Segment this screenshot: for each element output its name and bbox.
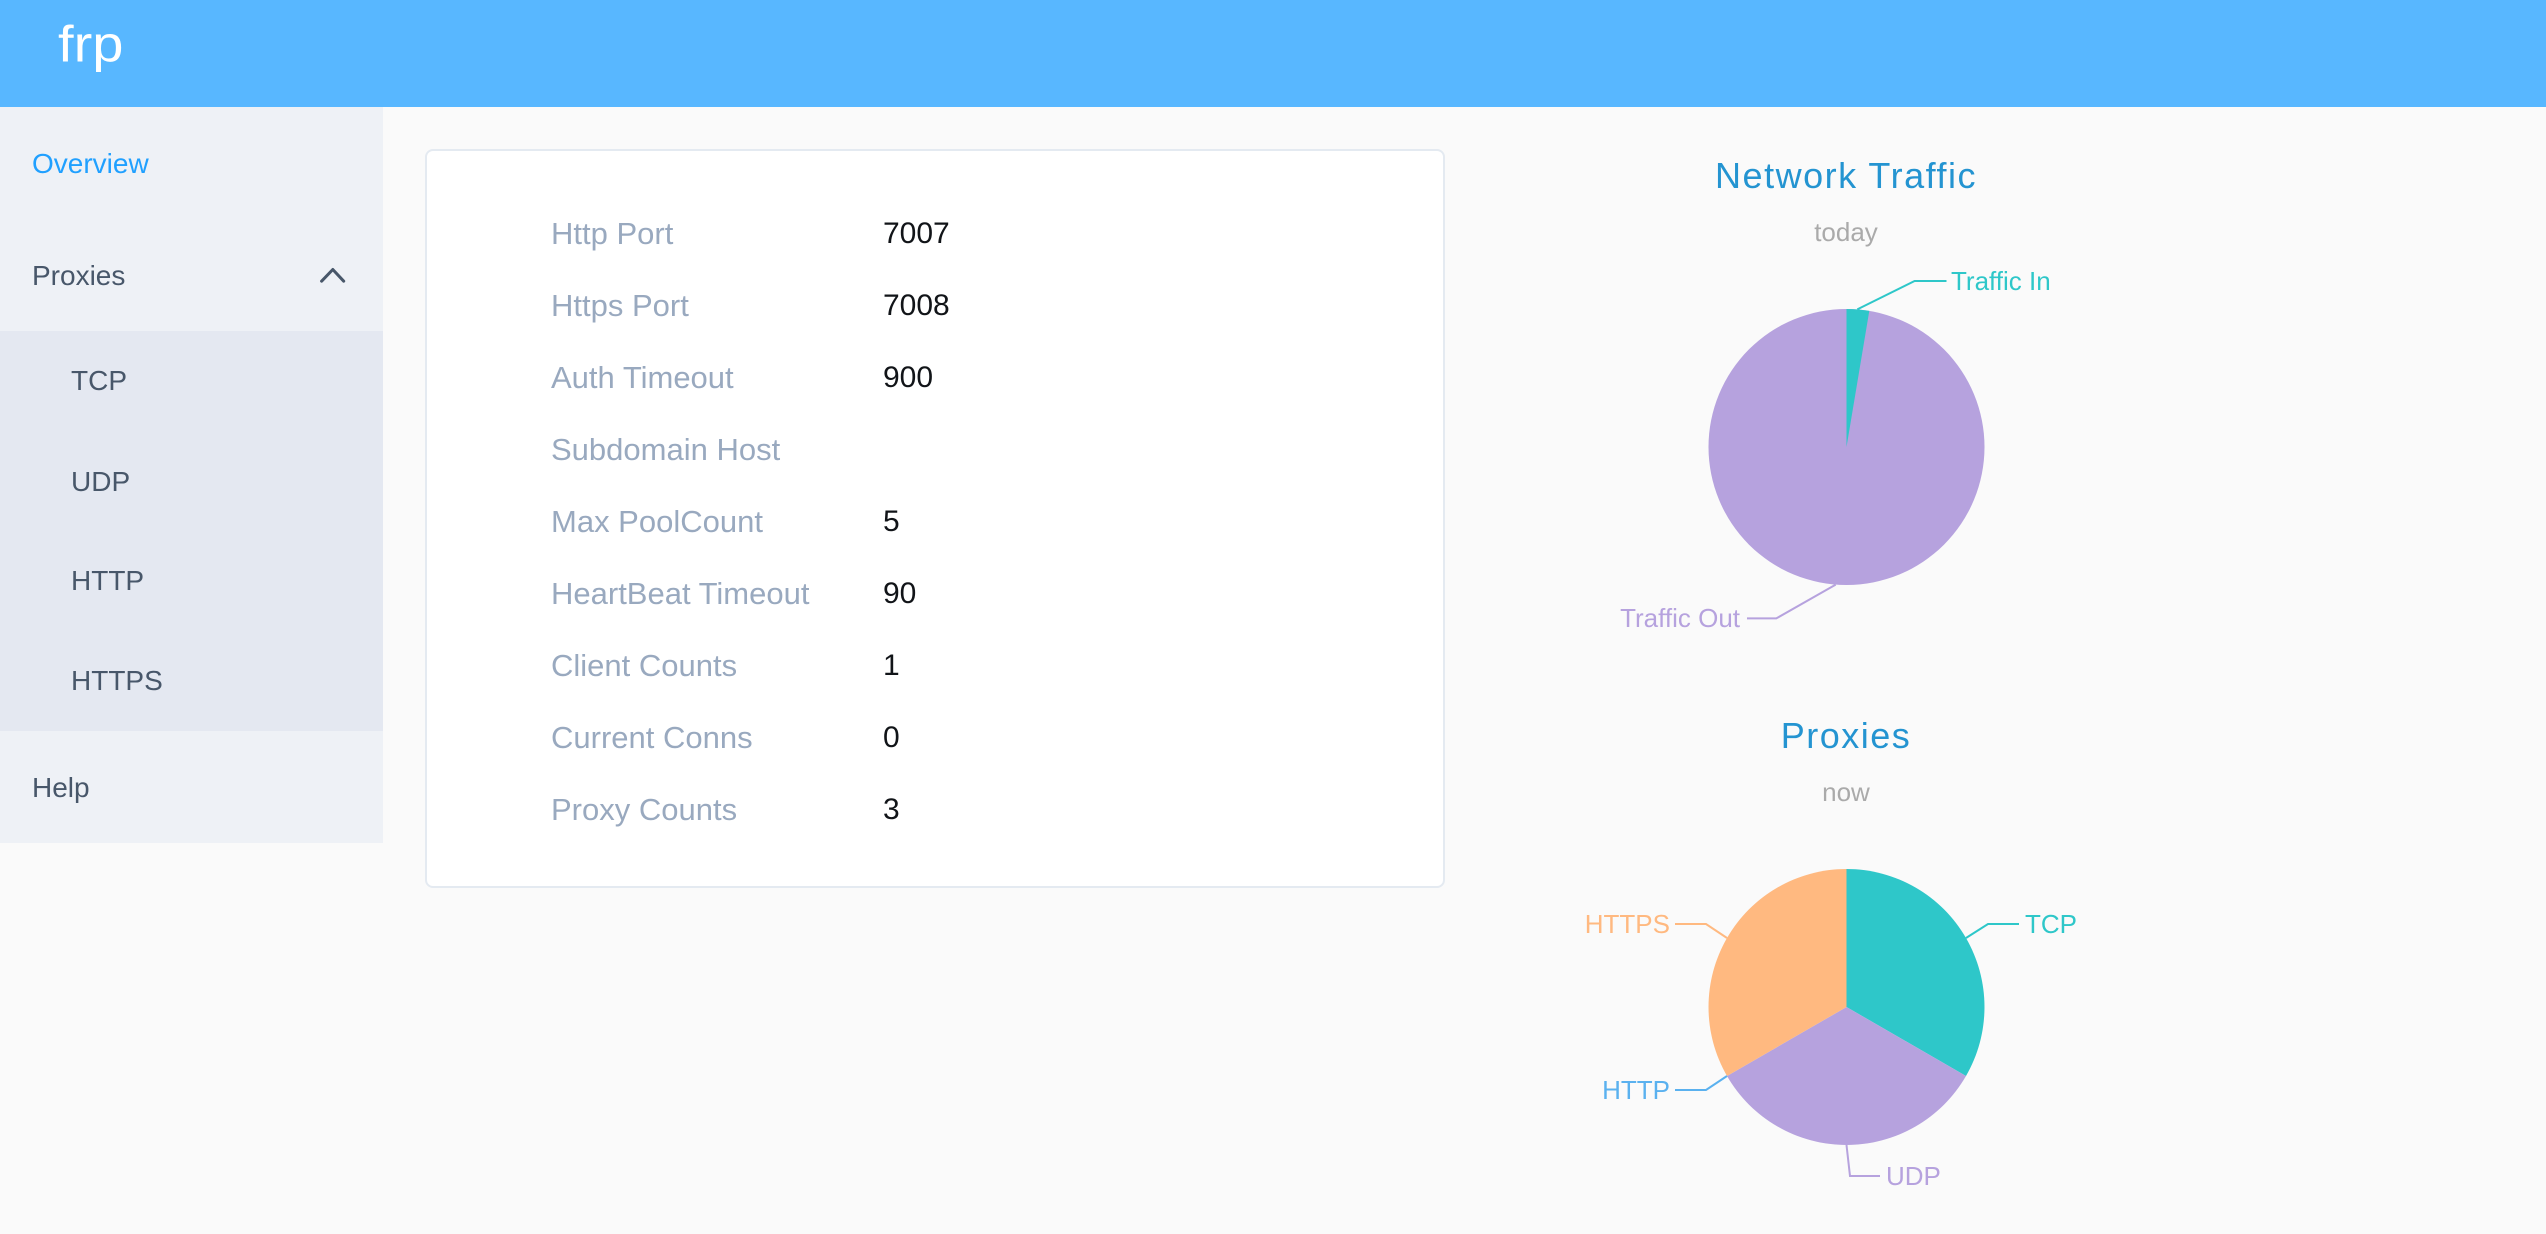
svg-text:Network Traffic: Network Traffic [1715,155,1977,196]
svg-text:TCP: TCP [2025,909,2077,939]
svg-text:now: now [1822,777,1870,807]
svg-text:Traffic Out: Traffic Out [1620,603,1741,633]
svg-text:HTTP: HTTP [1602,1075,1670,1105]
svg-text:Proxies: Proxies [1781,715,1912,756]
svg-text:today: today [1814,217,1878,247]
svg-text:HTTPS: HTTPS [1585,909,1670,939]
svg-text:UDP: UDP [1886,1161,1941,1191]
svg-text:Traffic In: Traffic In [1951,266,2051,296]
